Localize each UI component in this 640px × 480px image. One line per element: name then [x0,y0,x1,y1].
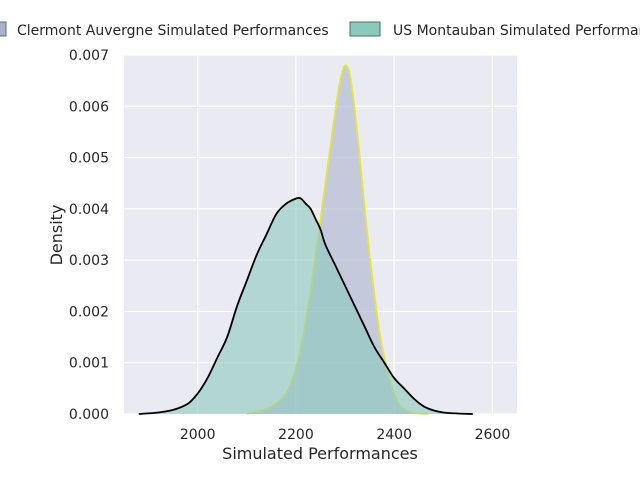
y-tick-label: 0.005 [69,151,109,167]
x-tick-label: 2200 [278,427,314,443]
x-tick-label: 2400 [376,427,412,443]
density-areas [138,64,473,415]
density-area-series-1 [138,197,473,414]
y-tick-label: 0.007 [69,48,109,64]
legend: Clermont Auvergne Simulated Performances… [0,21,640,39]
x-tick-labels: 2000 2200 2400 2600 [180,427,510,443]
y-tick-label: 0.004 [69,202,109,218]
y-tick-label: 0.001 [69,356,109,372]
y-tick-label: 0.006 [69,99,109,115]
x-axis-label: Simulated Performances [222,444,418,463]
density-line-series-1 [138,197,473,415]
legend-swatch-montauban [349,21,381,37]
y-tick-label: 0.000 [69,407,109,423]
y-tick-labels: 0.000 0.001 0.002 0.003 0.004 0.005 0.006 0.007 [69,48,109,423]
y-axis-label: Density [47,205,66,266]
y-tick-label: 0.002 [69,304,109,320]
x-tick-label: 2600 [475,427,511,443]
legend-swatch-clermont [0,21,7,37]
density-area-series-0 [246,65,429,414]
y-tick-label: 0.003 [69,253,109,269]
legend-label-clermont: Clermont Auvergne Simulated Performances [17,23,329,39]
legend-label-montauban: US Montauban Simulated Performances [393,23,640,39]
x-tick-label: 2000 [180,427,216,443]
